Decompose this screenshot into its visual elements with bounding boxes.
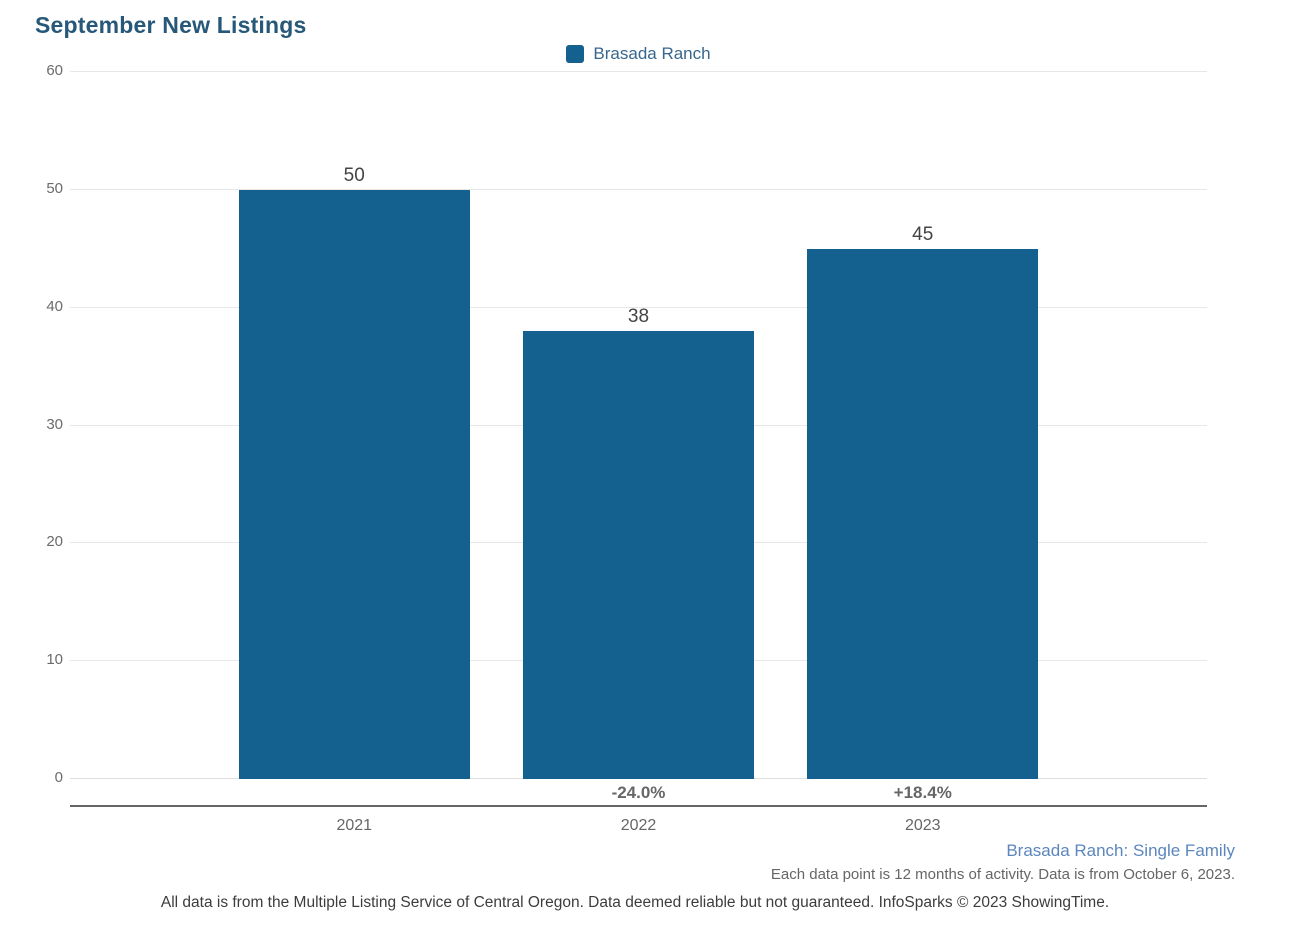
- y-tick-label-40: 40: [46, 297, 63, 315]
- x-category-label-2023: 2023: [904, 817, 941, 834]
- y-tick-label-10: 10: [46, 651, 63, 669]
- gridline-y-60: [70, 71, 1207, 72]
- legend-item-brasada-ranch[interactable]: Brasada Ranch: [566, 44, 711, 64]
- y-tick-label-20: 20: [46, 533, 63, 551]
- y-tick-label-0: 0: [54, 769, 63, 786]
- y-tick-label-50: 50: [46, 179, 63, 197]
- x-axis-line: [70, 805, 1207, 807]
- pct-change-label-2022: -24.0%: [611, 783, 666, 802]
- gridline-y-50: [70, 188, 1207, 190]
- x-category-label-2021: 2021: [336, 817, 373, 834]
- y-tick-label-60: 60: [46, 62, 63, 79]
- legend-label: Brasada Ranch: [593, 44, 711, 63]
- gridline-y-40: [70, 306, 1207, 308]
- series-description: Brasada Ranch: Single Family: [1006, 841, 1235, 860]
- legend-swatch-icon: [566, 45, 585, 63]
- bar-value-label-2022: 38: [627, 306, 650, 328]
- bar-2023[interactable]: [807, 248, 1039, 779]
- bar-2021[interactable]: [238, 189, 470, 779]
- x-category-label-2022: 2022: [620, 817, 657, 834]
- chart-title: September New Listings: [35, 12, 307, 38]
- y-tick-label-30: 30: [46, 415, 63, 433]
- disclaimer: All data is from the Multiple Listing Se…: [160, 894, 1110, 911]
- bar-value-label-2021: 50: [343, 164, 365, 186]
- pct-change-label-2023: +18.4%: [893, 783, 952, 802]
- plot-area: 0 10 20 30 40 50 60 50 38 45: [46, 62, 1207, 786]
- legend: Brasada Ranch: [70, 44, 1207, 64]
- bar-2022[interactable]: [523, 331, 754, 779]
- data-period-note: Each data point is 12 months of activity…: [770, 866, 1235, 883]
- bar-value-label-2023: 45: [912, 223, 934, 245]
